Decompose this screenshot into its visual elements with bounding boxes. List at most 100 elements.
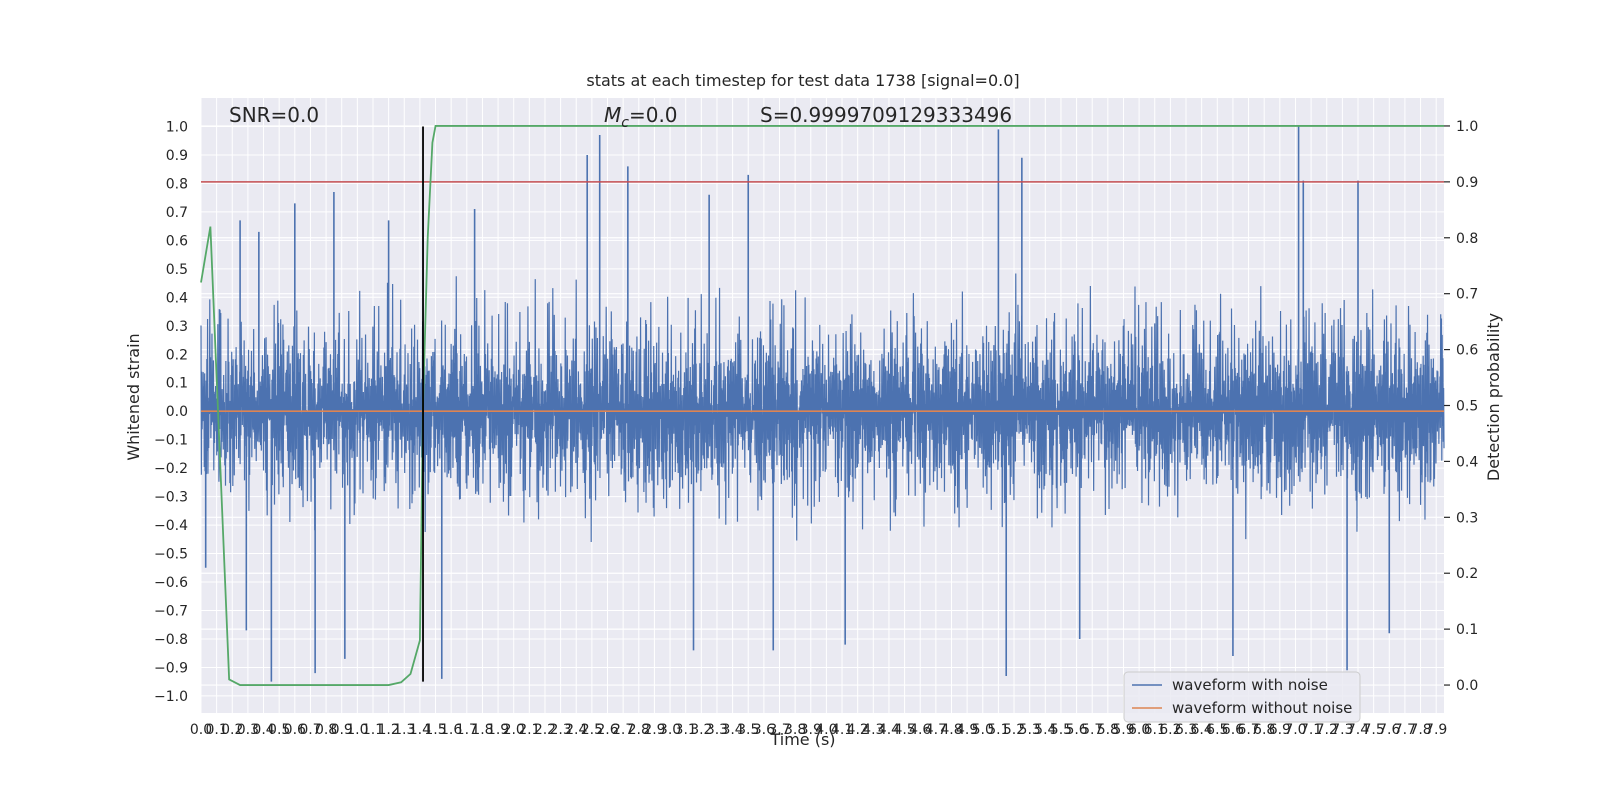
x-tick-label: 2.2	[534, 722, 556, 738]
x-tick-label: 2.5	[581, 722, 603, 738]
y-tick-label: −0.2	[154, 461, 188, 477]
y-tick-label: 0.9	[166, 148, 188, 164]
legend: waveform with noise waveform without noi…	[1123, 671, 1361, 723]
x-tick-label: 0.5	[268, 722, 290, 738]
x-tick-label: 3.3	[706, 722, 728, 738]
x-tick-label: 1.7	[456, 722, 478, 738]
y-tick-label: 0.8	[166, 176, 188, 192]
x-tick-label: 6.9	[1269, 722, 1291, 738]
x-tick-label: 2.9	[643, 722, 665, 738]
y-tick-label: 0.7	[166, 205, 188, 221]
x-tick-label: 7.6	[1378, 722, 1400, 738]
y-tick-label: −0.1	[154, 433, 188, 449]
x-tick-label: 5.8	[1097, 722, 1119, 738]
y2-axis-ticks: 0.0 0.1 0.2 0.3 0.4 0.5 0.6 0.7 0.8 0.9 1.0	[1444, 119, 1478, 694]
y2-tick-label: 0.6	[1456, 343, 1478, 359]
x-tick-label: 0.0	[190, 722, 212, 738]
s-annotation: S=0.9999709129333496	[760, 103, 1012, 127]
y2-tick-label: 0.9	[1456, 175, 1478, 191]
x-tick-label: 7.4	[1347, 722, 1369, 738]
x-tick-label: 4.4	[878, 722, 900, 738]
legend-label-waveform-with-noise: waveform with noise	[1172, 676, 1328, 694]
y-axis-ticks: −1.0 −0.9 −0.8 −0.7 −0.6 −0.5 −0.4 −0.3 −0.2 −0.1…	[154, 119, 188, 704]
x-tick-label: 4.1	[831, 722, 853, 738]
x-tick-label: 4.0	[815, 722, 837, 738]
y2-tick-label: 1.0	[1456, 119, 1478, 135]
x-tick-label: 0.8	[315, 722, 337, 738]
y-tick-label: −0.5	[154, 547, 188, 563]
y2-tick-label: 0.8	[1456, 231, 1478, 247]
x-tick-label: 0.7	[299, 722, 321, 738]
y2-tick-label: 0.2	[1456, 566, 1478, 582]
y-tick-label: 1.0	[166, 119, 188, 135]
y-tick-label: −0.8	[154, 632, 188, 648]
y2-axis-label: Detection probability	[1484, 313, 1503, 481]
x-tick-label: 6.8	[1253, 722, 1275, 738]
x-tick-label: 1.1	[362, 722, 384, 738]
x-tick-label: 7.2	[1316, 722, 1338, 738]
x-tick-label: 1.3	[393, 722, 415, 738]
y2-tick-label: 0.4	[1456, 454, 1478, 470]
x-tick-label: 3.7	[768, 722, 790, 738]
y-tick-label: −0.9	[154, 660, 188, 676]
x-tick-label: 1.4	[409, 722, 431, 738]
x-tick-label: 4.8	[940, 722, 962, 738]
y-tick-label: 0.2	[166, 347, 188, 363]
mc-subscript: c	[621, 115, 629, 131]
x-tick-label: 7.8	[1409, 722, 1431, 738]
y2-tick-label: 0.1	[1456, 622, 1478, 638]
x-tick-label: 5.4	[1034, 722, 1056, 738]
x-tick-label: 1.8	[471, 722, 493, 738]
x-tick-label: 6.7	[1237, 722, 1259, 738]
x-tick-label: 3.2	[690, 722, 712, 738]
x-tick-label: 5.2	[1003, 722, 1025, 738]
y-tick-label: 0.4	[166, 290, 188, 306]
y2-tick-label: 0.5	[1456, 399, 1478, 415]
legend-label-waveform-without-noise: waveform without noise	[1172, 699, 1352, 717]
detection-probability-line	[200, 125, 1444, 686]
x-tick-label: 7.0	[1284, 722, 1306, 738]
x-tick-label: 3.8	[784, 722, 806, 738]
x-tick-label: 3.6	[753, 722, 775, 738]
x-tick-label: 7.1	[1300, 722, 1322, 738]
x-tick-label: 1.0	[346, 722, 368, 738]
x-tick-label: 0.1	[206, 722, 228, 738]
chart-title: stats at each timestep for test data 173…	[586, 71, 1019, 90]
mc-value: =0.0	[629, 103, 678, 127]
x-tick-label: 5.7	[1081, 722, 1103, 738]
x-tick-label: 6.5	[1206, 722, 1228, 738]
snr-annotation: SNR=0.0	[229, 103, 319, 127]
x-tick-label: 6.0	[1128, 722, 1150, 738]
y-axis-label: Whitened strain	[124, 333, 143, 460]
x-tick-label: 0.2	[221, 722, 243, 738]
y-tick-label: 0.0	[166, 404, 188, 420]
x-tick-label: 4.6	[909, 722, 931, 738]
x-tick-label: 1.6	[440, 722, 462, 738]
x-tick-label: 3.0	[659, 722, 681, 738]
x-tick-label: 6.2	[1159, 722, 1181, 738]
y-tick-label: 0.6	[166, 233, 188, 249]
x-tick-label: 4.2	[847, 722, 869, 738]
series-layer	[200, 125, 1444, 686]
y-tick-label: −0.4	[154, 518, 188, 534]
x-tick-label: 4.5	[893, 722, 915, 738]
waveform-with-noise-line	[200, 273, 1445, 543]
y-tick-label: −0.3	[154, 490, 188, 506]
x-tick-label: 7.5	[1363, 722, 1385, 738]
mc-symbol: M	[604, 103, 621, 127]
x-tick-label: 5.6	[1065, 722, 1087, 738]
x-tick-label: 4.7	[925, 722, 947, 738]
x-tick-label: 2.3	[549, 722, 571, 738]
y-tick-label: −1.0	[154, 689, 188, 705]
x-tick-label: 2.1	[518, 722, 540, 738]
legend-box	[1123, 671, 1361, 723]
y-tick-label: 0.3	[166, 319, 188, 335]
mc-annotation: Mc=0.0	[604, 103, 678, 131]
x-tick-label: 6.6	[1222, 722, 1244, 738]
y2-tick-label: 0.7	[1456, 287, 1478, 303]
x-tick-label: 6.1	[1144, 722, 1166, 738]
x-tick-label: 5.3	[1019, 722, 1041, 738]
x-tick-label: 0.3	[237, 722, 259, 738]
series-waveform-with-noise	[200, 126, 1445, 682]
